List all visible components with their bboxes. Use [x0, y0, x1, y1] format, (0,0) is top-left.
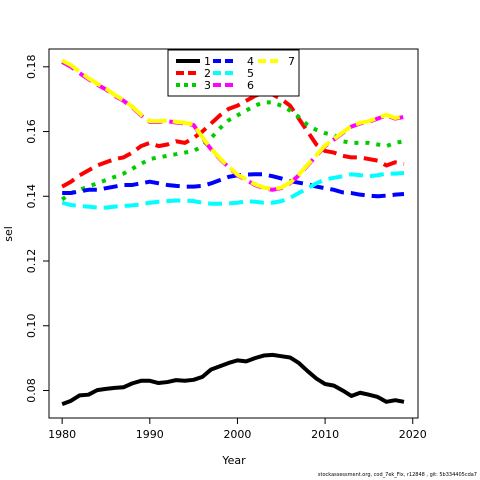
- y-tick-label-0.16: 0.16: [25, 119, 38, 144]
- legend-box: [167, 49, 300, 97]
- y-tick-label-0.08: 0.08: [25, 378, 38, 403]
- y-tick-label-0.10: 0.10: [25, 314, 38, 339]
- legend-label-2: 2: [204, 67, 211, 80]
- x-tick-label-1980: 1980: [48, 428, 76, 441]
- legend: 123 456 7: [167, 49, 300, 97]
- legend-label-7: 7: [288, 55, 295, 68]
- x-tick-label-2010: 2010: [311, 428, 339, 441]
- legend-label-1: 1: [204, 55, 211, 68]
- series-line-7: [61, 58, 405, 192]
- x-axis-title: Year: [221, 454, 246, 467]
- y-axis-title: sel: [2, 226, 15, 242]
- legend-label-4: 4: [247, 55, 254, 68]
- y-tick-label-0.12: 0.12: [25, 249, 38, 274]
- series-line-2: [61, 90, 405, 189]
- y-axis: 0.08 0.10 0.12 0.14 0.16 0.18: [25, 55, 49, 403]
- series-line-5: [61, 170, 405, 210]
- series-line-3: [60, 100, 405, 202]
- series-line-1: [61, 352, 405, 406]
- series-layer: [60, 58, 405, 406]
- legend-label-6: 6: [247, 79, 254, 92]
- legend-label-3: 3: [204, 79, 211, 92]
- x-tick-label-1990: 1990: [136, 428, 164, 441]
- y-tick-label-0.14: 0.14: [25, 184, 38, 209]
- footnote: stockassessment.org, cod_7ek_Fix, r12848…: [317, 472, 477, 478]
- legend-label-5: 5: [247, 67, 254, 80]
- x-tick-label-2020: 2020: [399, 428, 427, 441]
- series-line-4: [62, 172, 405, 199]
- x-axis: 1980 1990 2000 2010 2020: [48, 418, 427, 441]
- x-tick-label-2000: 2000: [223, 428, 251, 441]
- y-tick-label-0.18: 0.18: [25, 55, 38, 80]
- plot-frame: [48, 48, 419, 419]
